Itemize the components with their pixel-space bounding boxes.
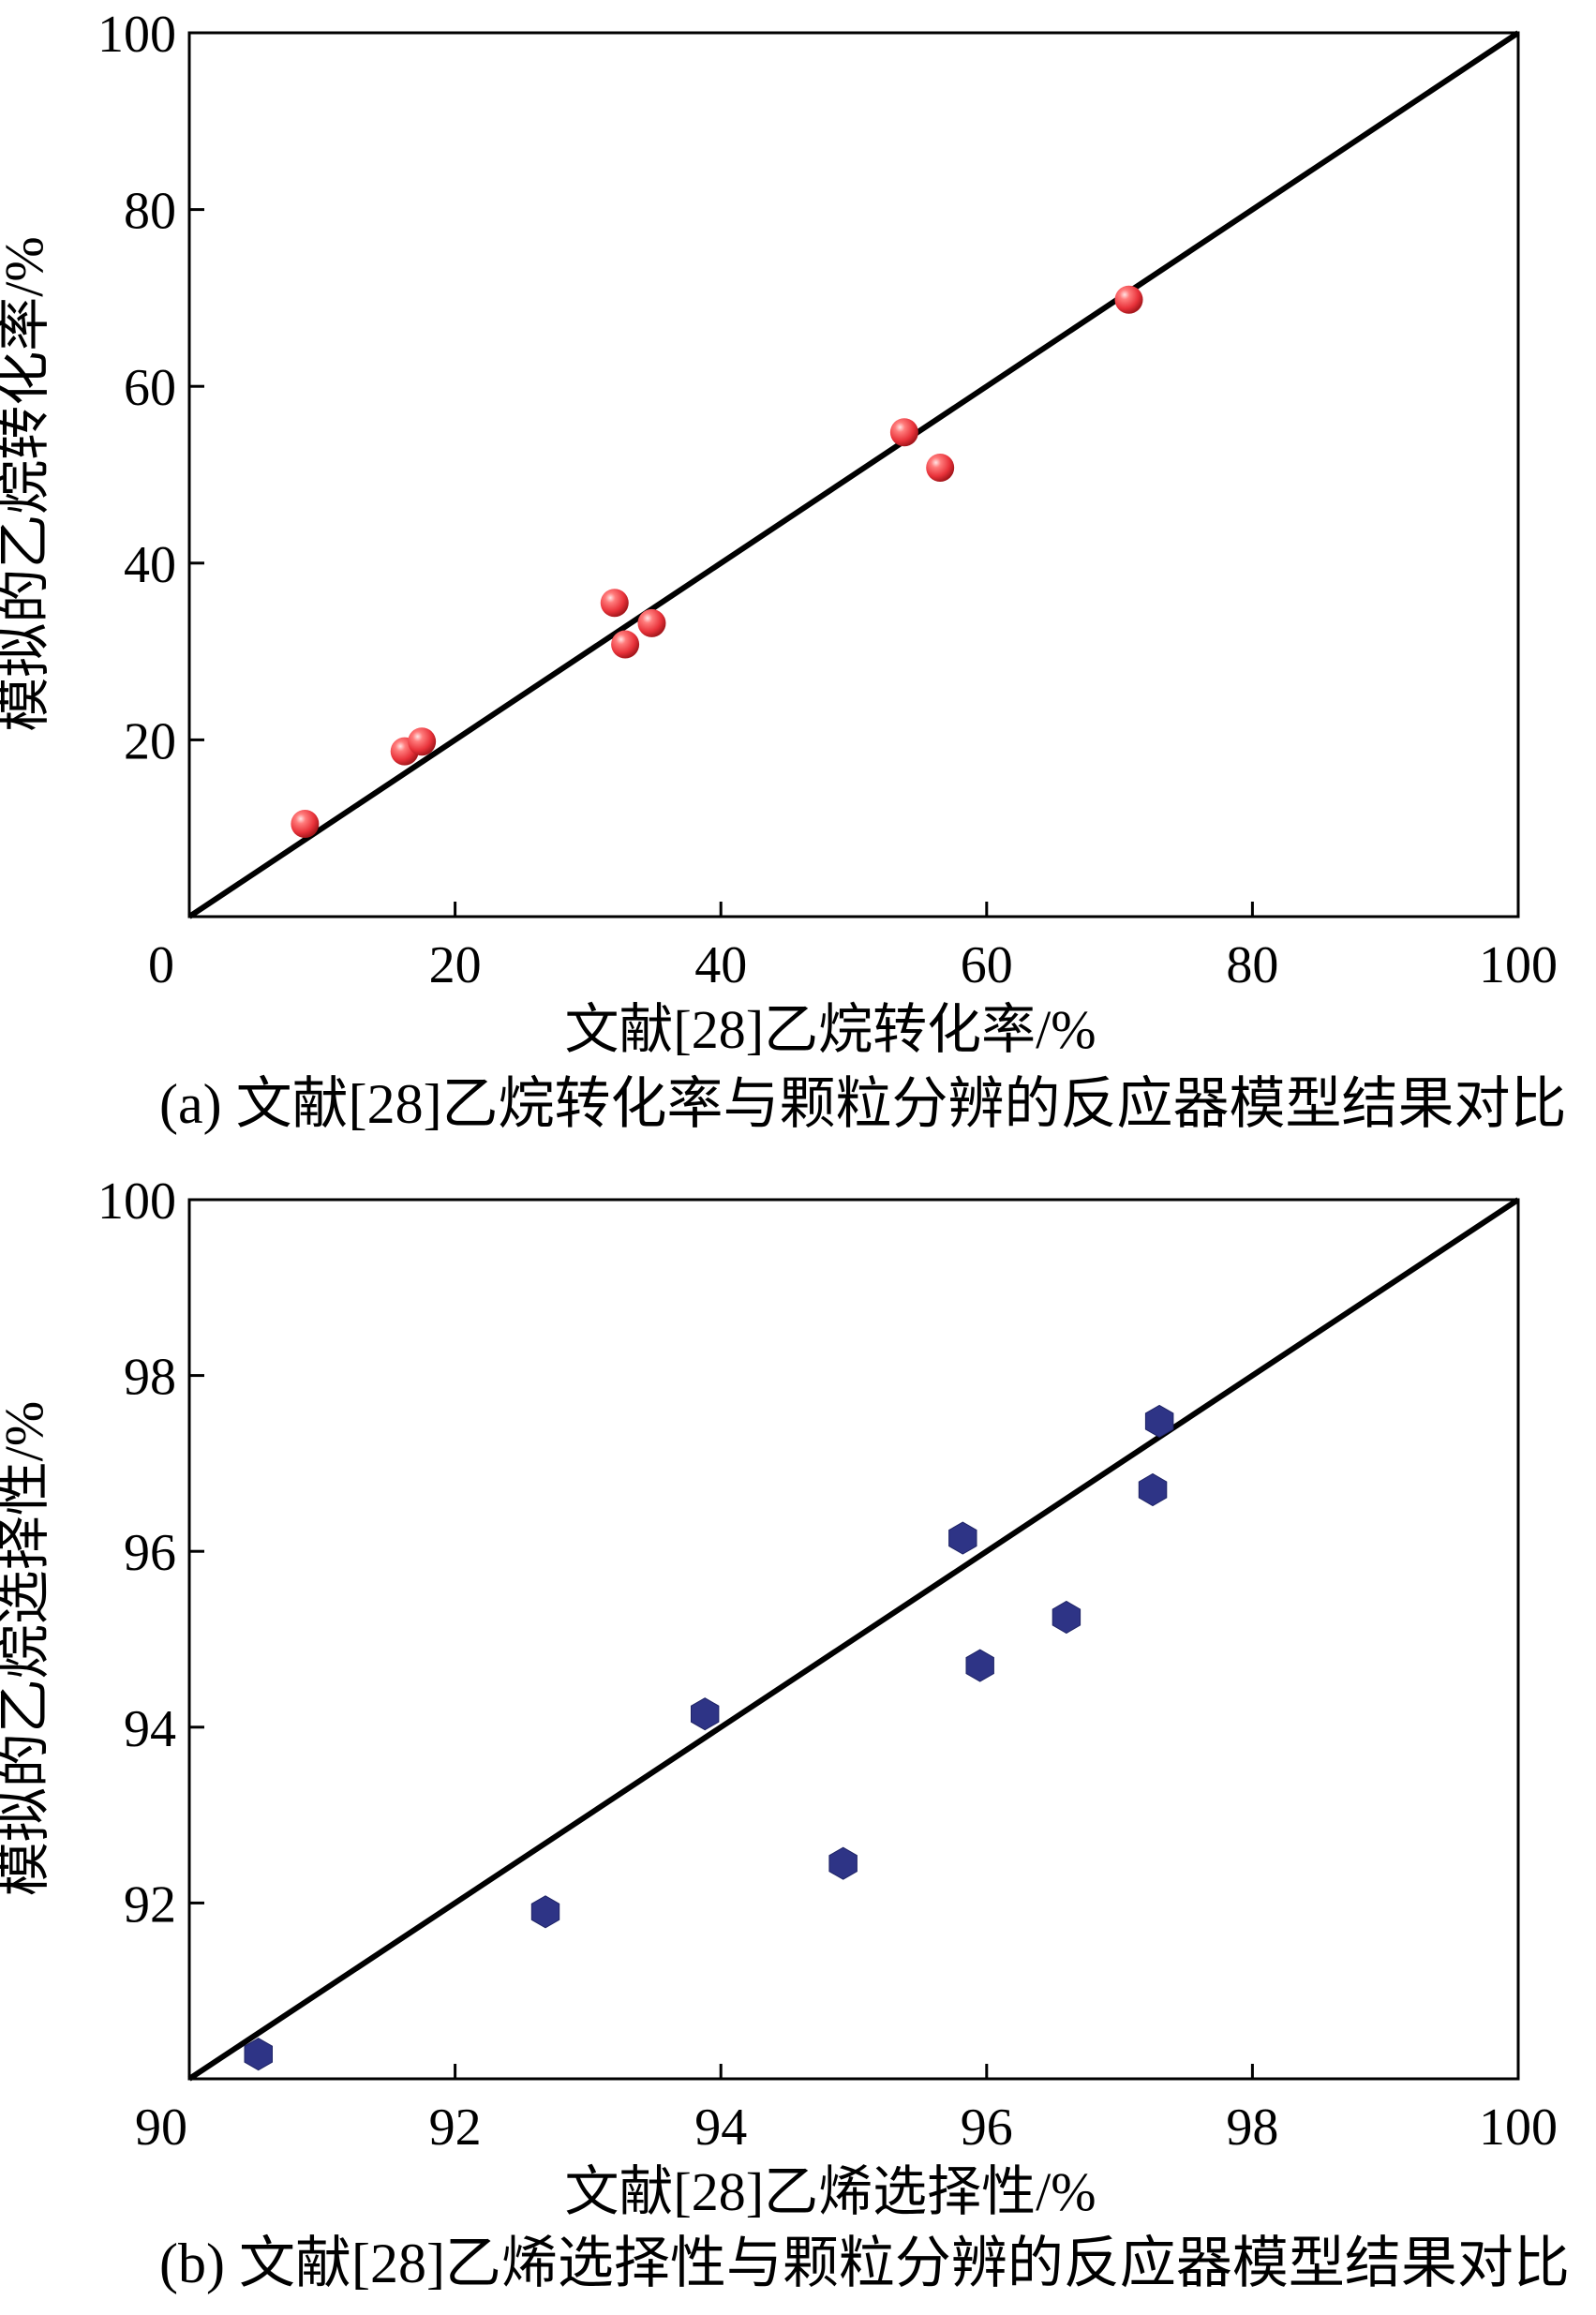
data-point: [408, 727, 437, 756]
data-point: [948, 1521, 977, 1555]
chart-b: 90 92 94 96 98 100 92 94 96 98 100 文献[28]乙烯选择性/% 模拟的…: [0, 1158, 1596, 2315]
chart-b-plot: 90 92 94 96 98 100 92 94 96 98 100 文献[28]乙烯选择性/% 模拟的…: [0, 1172, 1558, 2222]
data-point: [691, 1697, 720, 1731]
chart-a-plot: 0 20 40 60 80 100 20 40 60 80 100 文献[28]乙烷转化率/% 模拟的乙…: [0, 6, 1558, 1060]
x-tick-label: 0: [148, 936, 174, 994]
x-tick-label: 100: [1479, 2098, 1558, 2157]
y-tick-label: 60: [124, 359, 176, 417]
x-tick-label: 80: [1226, 936, 1278, 994]
data-point: [889, 418, 918, 447]
data-point: [244, 2038, 273, 2071]
x-tick-label: 96: [961, 2098, 1013, 2157]
data-point: [1144, 1404, 1174, 1438]
chart-a: 0 20 40 60 80 100 20 40 60 80 100 文献[28]乙烷转化率/% 模拟的乙…: [0, 6, 1567, 1135]
y-tick-label: 98: [124, 1349, 176, 1407]
y-axis-title: 模拟的乙烷选择性/%: [0, 1401, 54, 1896]
data-point: [611, 630, 640, 659]
x-tick-label: 92: [429, 2098, 482, 2157]
x-tick-label: 20: [429, 936, 482, 994]
data-point: [1114, 285, 1143, 314]
reference-line-y-equals-x: [187, 30, 1520, 919]
x-axis-title: 文献[28]乙烯选择性/%: [564, 2161, 1096, 2222]
data-point: [291, 809, 320, 838]
data-point: [828, 1846, 858, 1880]
x-tick-label: 90: [135, 2098, 187, 2157]
data-point: [1052, 1600, 1081, 1635]
y-tick-label: 92: [124, 1875, 176, 1934]
plot-frame: [187, 1198, 1520, 2081]
chart-a-caption: (a) 文献[28]乙烷转化率与颗粒分辨的反应器模型结果对比: [159, 1073, 1567, 1135]
y-tick-label: 100: [97, 6, 176, 64]
chart-b-caption: (b) 文献[28]乙烯选择性与颗粒分辨的反应器模型结果对比: [159, 2233, 1570, 2294]
y-tick-label: 20: [124, 712, 176, 770]
reference-line-y-equals-x: [187, 1197, 1520, 2082]
y-tick-label: 80: [124, 183, 176, 241]
x-tick-label: 100: [1479, 936, 1558, 994]
data-point: [965, 1649, 994, 1682]
y-axis-title: 模拟的乙烷转化率/%: [0, 236, 54, 731]
x-tick-label: 98: [1226, 2098, 1278, 2157]
x-tick-label: 60: [961, 936, 1013, 994]
data-point: [530, 1895, 560, 1929]
data-point: [1138, 1472, 1168, 1507]
plot-frame: [187, 31, 1520, 919]
y-tick-label: 94: [124, 1700, 176, 1758]
y-tick-label: 40: [124, 536, 176, 594]
data-point: [637, 608, 666, 637]
x-tick-label: 40: [694, 936, 747, 994]
x-axis-title: 文献[28]乙烷转化率/%: [564, 999, 1096, 1060]
x-tick-label: 94: [694, 2098, 747, 2157]
data-point: [600, 589, 629, 618]
y-tick-label: 100: [97, 1172, 176, 1231]
y-tick-label: 96: [124, 1524, 176, 1582]
data-point: [926, 453, 955, 482]
